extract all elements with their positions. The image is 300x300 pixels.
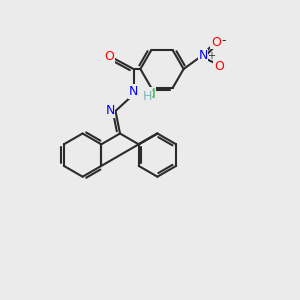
Text: H: H [142,89,152,103]
Text: -: - [222,34,226,47]
Text: N: N [105,104,115,118]
Text: N: N [198,49,208,62]
Text: N: N [129,85,138,98]
Text: O: O [211,36,220,49]
Text: Cl: Cl [144,88,155,101]
Text: O: O [105,50,114,64]
Text: O: O [214,60,224,73]
Text: +: + [207,51,214,62]
